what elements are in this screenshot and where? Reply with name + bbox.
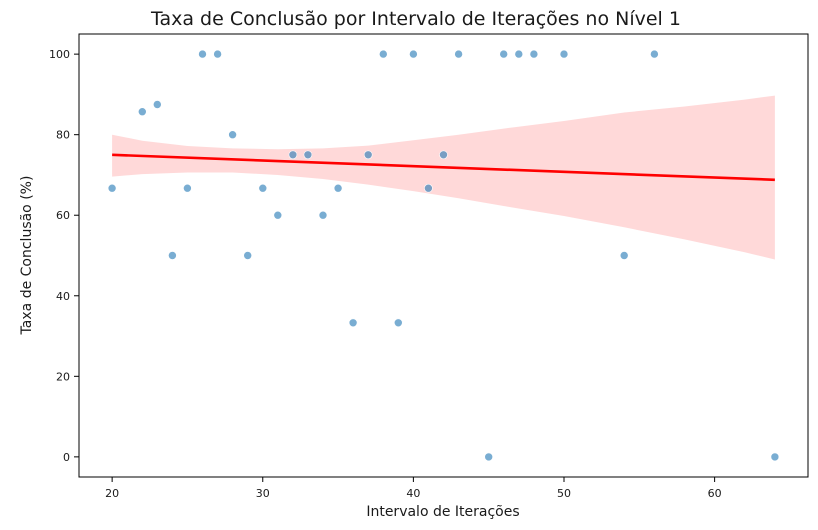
data-point bbox=[378, 49, 388, 59]
x-tick-label: 20 bbox=[105, 487, 119, 500]
chart-title: Taxa de Conclusão por Intervalo de Itera… bbox=[150, 8, 681, 30]
confidence-band bbox=[112, 95, 775, 260]
data-point bbox=[499, 49, 509, 59]
data-point bbox=[484, 452, 494, 462]
regression-line bbox=[112, 153, 775, 182]
data-point bbox=[409, 49, 418, 59]
data-point bbox=[258, 183, 268, 193]
y-tick-label: 0 bbox=[63, 451, 70, 464]
data-point bbox=[243, 251, 252, 260]
data-point bbox=[288, 150, 298, 160]
x-tick-label: 40 bbox=[406, 487, 420, 500]
data-point bbox=[213, 49, 222, 59]
data-point bbox=[454, 49, 463, 59]
data-point bbox=[183, 183, 192, 193]
x-tick-label: 30 bbox=[256, 487, 270, 500]
data-point bbox=[198, 49, 207, 59]
data-point bbox=[153, 100, 162, 109]
y-tick-label: 40 bbox=[56, 290, 70, 303]
data-point bbox=[619, 251, 629, 260]
data-point bbox=[228, 130, 237, 139]
data-point bbox=[318, 210, 328, 220]
data-point bbox=[650, 49, 659, 59]
data-point bbox=[559, 49, 569, 59]
x-axis-label: Intervalo de Iterações bbox=[366, 504, 519, 520]
data-point bbox=[333, 183, 343, 193]
x-tick-label: 60 bbox=[708, 487, 722, 500]
data-point bbox=[303, 150, 313, 160]
data-point bbox=[273, 210, 283, 220]
y-axis-label: Taxa de Conclusão (%) bbox=[19, 176, 35, 336]
data-point bbox=[514, 49, 524, 59]
data-point bbox=[770, 452, 780, 462]
x-tick-label: 50 bbox=[557, 487, 571, 500]
data-point bbox=[348, 318, 358, 328]
data-point bbox=[529, 49, 539, 59]
data-point bbox=[424, 183, 433, 193]
y-tick-label: 20 bbox=[56, 370, 70, 383]
x-axis: 20 30 40 50 60 bbox=[105, 477, 722, 500]
plot-area bbox=[107, 49, 780, 462]
data-point bbox=[363, 150, 373, 160]
y-tick-label: 60 bbox=[56, 209, 70, 222]
data-point bbox=[439, 150, 448, 160]
y-tick-label: 80 bbox=[56, 129, 70, 142]
y-axis: 0 20 40 60 80 100 bbox=[49, 48, 79, 464]
data-point bbox=[168, 251, 177, 260]
plot-frame bbox=[78, 33, 809, 478]
y-tick-label: 100 bbox=[49, 48, 70, 61]
data-point bbox=[393, 318, 403, 328]
data-point bbox=[107, 183, 117, 193]
data-point bbox=[138, 107, 147, 116]
